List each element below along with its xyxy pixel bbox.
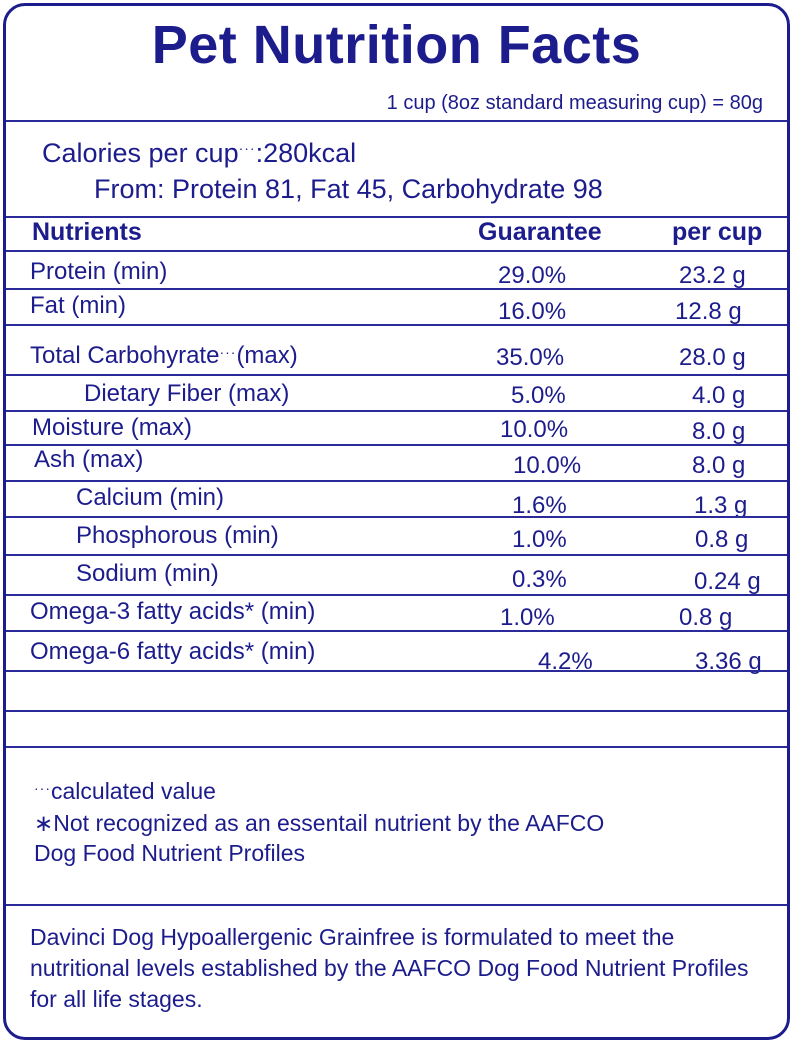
nutrient-name: Omega-6 fatty acids* (min): [30, 638, 316, 665]
nutrient-guarantee: 35.0%: [496, 344, 565, 371]
divider: [6, 904, 787, 906]
divider: [6, 410, 787, 412]
divider: [6, 554, 787, 556]
nutrient-name-text: Total Carbohyrate: [30, 342, 220, 369]
nutrient-per-cup: 0.24 g: [694, 568, 761, 595]
nutrient-per-cup: 8.0 g: [692, 418, 746, 445]
nutrient-name: Total Carbohyrate···(max): [30, 342, 298, 370]
divider: [6, 444, 787, 446]
nutrient-name: Protein (min): [30, 258, 168, 285]
nutrient-guarantee: 1.6%: [512, 492, 567, 519]
calculated-marker: ···: [238, 140, 256, 156]
nutrient-per-cup: 1.3 g: [694, 492, 748, 519]
nutrient-name: Sodium (min): [76, 560, 219, 587]
formulation-statement: Davinci Dog Hypoallergenic Grainfree is …: [30, 924, 749, 1012]
nutrient-name: Moisture (max): [32, 414, 193, 441]
nutrient-per-cup: 23.2 g: [679, 262, 746, 289]
footnote-aafco-line1: ∗Not recognized as an essentail nutrient…: [34, 810, 605, 836]
divider: [6, 630, 787, 632]
calories-value: :280kcal: [255, 138, 357, 168]
divider: [6, 670, 787, 672]
nutrient-name: Calcium (min): [76, 484, 225, 511]
nutrient-name: Phosphorous (min): [76, 522, 279, 549]
divider: [6, 250, 787, 252]
nutrient-per-cup: 28.0 g: [679, 344, 746, 371]
divider: [6, 374, 787, 376]
divider: [6, 710, 787, 712]
nutrient-name: Omega-3 fatty acids* (min): [30, 598, 316, 625]
nutrient-name-suffix: (max): [236, 342, 298, 369]
divider: [6, 288, 787, 290]
nutrient-guarantee: 1.0%: [512, 526, 567, 553]
footnote-calculated: ···calculated value: [34, 778, 216, 805]
nutrition-label: Pet Nutrition Facts 1 cup (8oz standard …: [3, 3, 790, 1040]
header-per-cup: per cup: [672, 218, 763, 246]
nutrient-guarantee: 10.0%: [500, 416, 569, 443]
nutrient-guarantee: 16.0%: [498, 298, 567, 325]
nutrient-per-cup: 4.0 g: [692, 382, 746, 409]
nutrient-guarantee: 29.0%: [498, 262, 567, 289]
nutrient-guarantee: 5.0%: [511, 382, 566, 409]
divider: [6, 516, 787, 518]
divider: [6, 746, 787, 748]
nutrient-name: Fat (min): [30, 292, 126, 319]
calories-breakdown: From: Protein 81, Fat 45, Carbohydrate 9…: [94, 174, 603, 204]
footnote-calculated-text: calculated value: [51, 778, 216, 804]
divider: [6, 216, 787, 218]
serving-size: 1 cup (8oz standard measuring cup) = 80g: [386, 92, 763, 114]
footnote-aafco-line2: Dog Food Nutrient Profiles: [34, 840, 306, 866]
calories-line: Calories per cup···:280kcal: [42, 138, 356, 169]
nutrient-guarantee: 0.3%: [512, 566, 567, 593]
nutrient-per-cup: 8.0 g: [692, 452, 746, 479]
nutrient-per-cup: 12.8 g: [675, 298, 742, 325]
divider: [6, 120, 787, 122]
calories-label: Calories per cup: [42, 138, 239, 168]
nutrient-name: Ash (max): [34, 446, 144, 473]
divider: [6, 324, 787, 326]
divider: [6, 594, 787, 596]
nutrient-name: Dietary Fiber (max): [84, 380, 290, 407]
calculated-marker: ···: [34, 780, 51, 796]
header-nutrients: Nutrients: [32, 218, 142, 246]
page-title: Pet Nutrition Facts: [151, 15, 642, 75]
header-guarantee: Guarantee: [478, 218, 602, 246]
nutrient-per-cup: 0.8 g: [679, 604, 733, 631]
nutrient-guarantee: 1.0%: [500, 604, 555, 631]
nutrient-guarantee: 10.0%: [513, 452, 582, 479]
divider: [6, 480, 787, 482]
nutrient-per-cup: 0.8 g: [695, 526, 749, 553]
calculated-marker: ···: [219, 344, 237, 360]
